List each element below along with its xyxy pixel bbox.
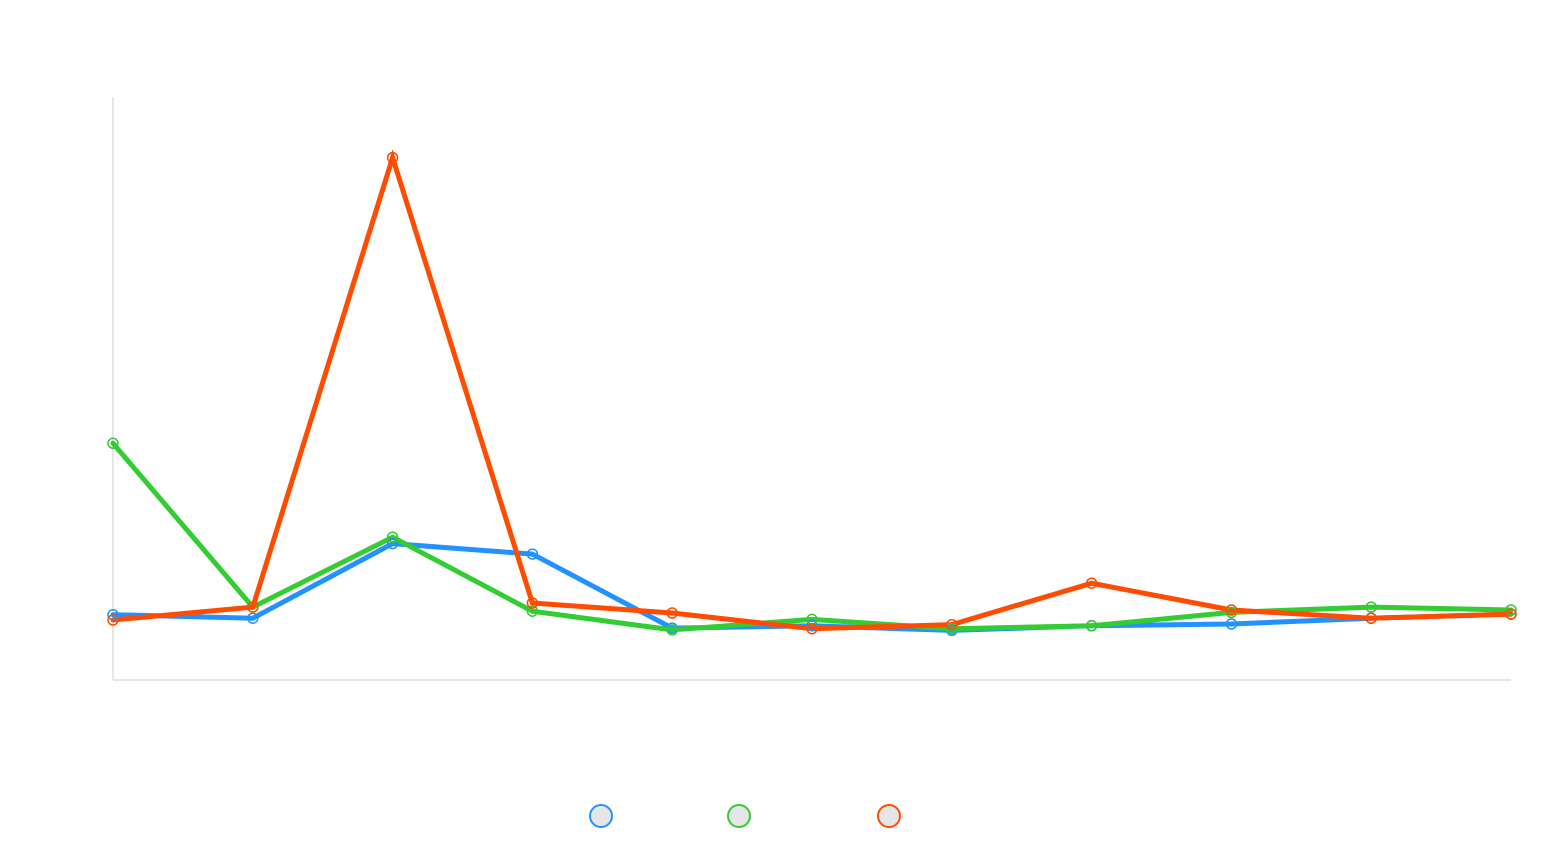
legend-marker-1[interactable] (589, 804, 613, 828)
data-point-s3-11[interactable] (1505, 608, 1517, 620)
data-point-s3-2[interactable] (247, 601, 259, 613)
data-point-s1-6[interactable] (806, 620, 818, 632)
data-point-s2-3[interactable] (386, 531, 399, 543)
data-point-s2-5[interactable] (666, 624, 678, 636)
data-point-s1-1[interactable] (107, 608, 119, 621)
data-point-s3-8[interactable] (1085, 577, 1098, 589)
data-point-s3-7[interactable] (946, 618, 958, 631)
series-line-3 (110, 149, 1514, 632)
data-point-s2-11[interactable] (1505, 604, 1517, 616)
data-point-s2-7[interactable] (946, 622, 958, 635)
data-point-s1-9[interactable] (1225, 618, 1238, 630)
data-point-s1-4[interactable] (526, 548, 539, 560)
data-point-s2-1[interactable] (107, 437, 119, 450)
legend[interactable] (589, 804, 901, 828)
data-point-s1-3[interactable] (386, 537, 399, 550)
legend-marker-2[interactable] (727, 804, 751, 828)
data-points (107, 151, 1517, 637)
data-point-s3-10[interactable] (1365, 612, 1377, 624)
data-point-s3-4[interactable] (526, 597, 539, 609)
legend-marker-3[interactable] (877, 804, 901, 828)
data-point-s2-8[interactable] (1085, 620, 1098, 632)
data-point-s3-3[interactable] (386, 151, 399, 164)
data-point-s3-1[interactable] (107, 614, 119, 626)
series-lines (110, 149, 1514, 633)
data-point-s2-4[interactable] (526, 605, 539, 617)
series-line-2 (110, 440, 1514, 633)
data-point-s1-2[interactable] (247, 612, 259, 624)
data-point-s2-10[interactable] (1365, 601, 1377, 613)
data-point-s3-5[interactable] (666, 607, 678, 619)
data-point-s3-9[interactable] (1225, 604, 1238, 616)
series-line-1 (110, 541, 1514, 633)
data-point-s3-6[interactable] (806, 622, 818, 635)
axes (112, 97, 1511, 681)
